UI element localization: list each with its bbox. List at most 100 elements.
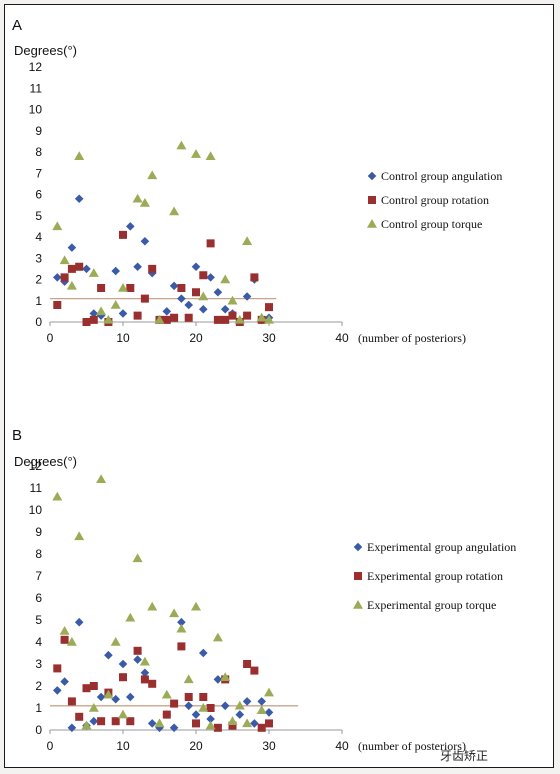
data-point bbox=[198, 703, 209, 712]
y-tick-label: 10 bbox=[29, 503, 43, 517]
data-point bbox=[59, 255, 70, 265]
data-point bbox=[133, 311, 142, 320]
data-point bbox=[220, 304, 230, 314]
data-point bbox=[192, 288, 200, 297]
series-triangle bbox=[52, 140, 274, 324]
data-point bbox=[52, 221, 63, 231]
data-point bbox=[191, 262, 201, 272]
y-tick-label: 2 bbox=[35, 679, 42, 693]
data-point bbox=[191, 601, 201, 611]
y-tick-label: 9 bbox=[35, 124, 42, 138]
panel-letter: B bbox=[12, 427, 22, 444]
data-point bbox=[82, 318, 91, 326]
y-tick-label: 0 bbox=[35, 315, 42, 329]
data-point bbox=[82, 264, 91, 274]
x-tick-label: 0 bbox=[47, 739, 54, 753]
data-point bbox=[199, 304, 208, 314]
data-point bbox=[125, 612, 136, 622]
y-axis-label: Degrees(°) bbox=[14, 43, 77, 58]
data-point bbox=[53, 301, 62, 309]
data-point bbox=[132, 193, 143, 203]
data-point bbox=[205, 720, 216, 730]
data-point bbox=[104, 650, 113, 660]
y-tick-label: 6 bbox=[35, 591, 42, 605]
y-tick-label: 5 bbox=[35, 209, 42, 223]
data-point bbox=[242, 718, 253, 728]
legend-entry: Experimental group torque bbox=[367, 598, 496, 612]
legend-marker bbox=[368, 196, 376, 204]
data-point bbox=[60, 677, 69, 686]
data-point bbox=[118, 709, 128, 719]
data-point bbox=[220, 701, 230, 711]
data-point bbox=[89, 716, 99, 726]
data-point bbox=[184, 313, 193, 322]
data-point bbox=[169, 281, 179, 291]
data-point bbox=[154, 314, 165, 324]
data-point bbox=[67, 697, 76, 706]
data-point bbox=[133, 655, 142, 664]
data-point bbox=[110, 300, 121, 309]
data-point bbox=[89, 315, 98, 324]
data-point bbox=[147, 170, 158, 180]
x-tick-label: 10 bbox=[116, 739, 130, 753]
legend-marker bbox=[353, 542, 363, 552]
y-tick-label: 8 bbox=[35, 145, 42, 159]
data-point bbox=[235, 710, 245, 719]
data-point bbox=[213, 675, 223, 684]
legend-entry: Control group rotation bbox=[381, 193, 489, 207]
data-point bbox=[199, 271, 208, 280]
data-point bbox=[227, 295, 238, 305]
data-point bbox=[89, 682, 98, 690]
data-point bbox=[206, 273, 215, 282]
data-point bbox=[118, 309, 128, 318]
data-point bbox=[177, 294, 186, 303]
legend-marker bbox=[367, 219, 377, 228]
data-point bbox=[184, 693, 193, 701]
data-point bbox=[162, 307, 172, 316]
data-point bbox=[96, 692, 106, 702]
x-tick-label: 40 bbox=[335, 739, 349, 753]
data-point bbox=[126, 222, 135, 231]
y-tick-label: 2 bbox=[35, 273, 42, 287]
data-point bbox=[140, 668, 150, 678]
legend-entry: Experimental group rotation bbox=[367, 569, 503, 583]
data-point bbox=[59, 626, 70, 635]
data-point bbox=[97, 284, 106, 292]
data-point bbox=[140, 675, 149, 684]
data-point bbox=[82, 684, 91, 693]
data-point bbox=[119, 230, 127, 239]
y-tick-label: 6 bbox=[35, 188, 42, 202]
data-point bbox=[126, 717, 135, 726]
data-point bbox=[126, 692, 135, 702]
data-point bbox=[75, 712, 84, 721]
data-point bbox=[111, 266, 120, 276]
x-tick-label: 20 bbox=[189, 331, 203, 345]
data-point bbox=[264, 708, 274, 717]
data-point bbox=[74, 194, 84, 204]
data-point bbox=[162, 710, 171, 719]
x-tick-label: 40 bbox=[335, 331, 349, 345]
data-point bbox=[111, 694, 120, 704]
data-point bbox=[213, 287, 223, 297]
data-point bbox=[52, 491, 63, 501]
data-point bbox=[147, 268, 157, 278]
data-point bbox=[169, 608, 180, 618]
data-point bbox=[126, 284, 135, 292]
data-point bbox=[60, 635, 69, 644]
data-point bbox=[103, 314, 114, 324]
data-point bbox=[110, 637, 121, 646]
data-point bbox=[60, 273, 69, 282]
data-point bbox=[89, 309, 99, 318]
y-tick-label: 7 bbox=[35, 166, 42, 180]
data-point bbox=[250, 666, 259, 675]
data-point bbox=[265, 303, 273, 312]
data-point bbox=[184, 701, 193, 711]
series-diamond bbox=[53, 194, 274, 325]
data-point bbox=[242, 236, 253, 245]
data-point bbox=[264, 314, 274, 324]
data-point bbox=[147, 719, 157, 728]
watermark-text: 牙齿矫正 bbox=[440, 748, 488, 763]
data-point bbox=[119, 673, 127, 682]
data-point bbox=[74, 617, 84, 627]
